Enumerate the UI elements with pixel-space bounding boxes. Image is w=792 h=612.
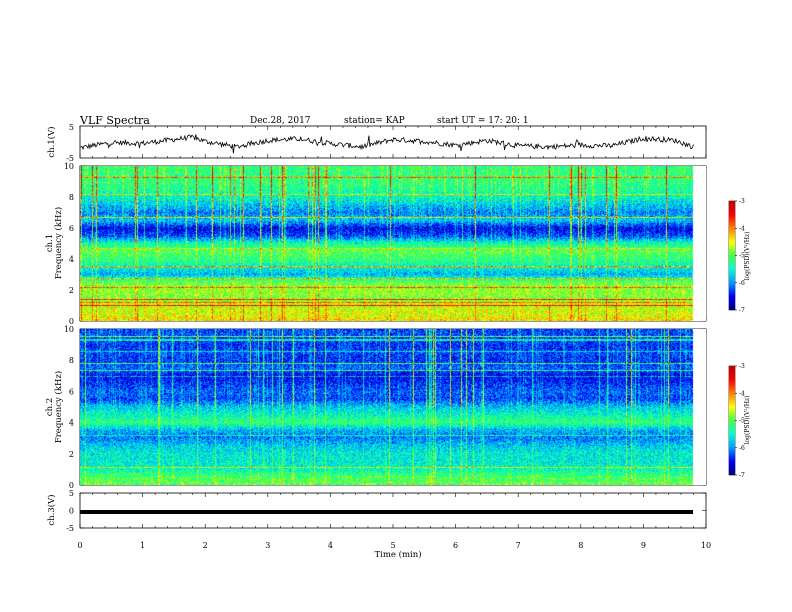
ch1-ylabel: ch.1(V)	[46, 126, 57, 157]
ch1-colorbar-label: log(PSD)(V²/Hz)	[744, 232, 751, 281]
colorbar-tick-label: -4	[739, 390, 745, 397]
ch1-spec-ylabel-freq: Frequency (kHz)	[53, 207, 64, 279]
freq-y-tick-label: 6	[69, 387, 74, 396]
freq-y-tick-label: 10	[64, 325, 74, 334]
freq-y-tick-label: 8	[69, 193, 74, 202]
start-time-label: start UT = 17: 20: 1	[437, 116, 529, 126]
freq-y-tick-label: 2	[69, 450, 74, 459]
ch3-y-tick-label: 0	[69, 507, 74, 516]
ch2-colorbar-label: log(PSD)(V²/Hz)	[744, 396, 751, 445]
ch3-y-tick-label: -5	[66, 524, 74, 533]
freq-y-tick-label: 8	[69, 356, 74, 365]
ch3-y-tick-label: 5	[69, 489, 74, 498]
colorbar-tick-label: -5	[739, 253, 745, 260]
x-tick-label: 3	[265, 541, 270, 550]
x-tick-label: 0	[77, 541, 82, 550]
colorbar-tick-label: -6	[739, 445, 745, 452]
colorbar-tick-label: -3	[739, 363, 745, 370]
freq-y-tick-label: 0	[69, 481, 74, 490]
ch2-spec-ylabel-channel: ch.2	[45, 398, 55, 416]
x-tick-label: 2	[203, 541, 208, 550]
x-tick-label: 6	[453, 541, 458, 550]
ch2-spec-ylabel-freq: Frequency (kHz)	[53, 371, 64, 443]
ch3-ylabel: ch.3(V)	[46, 494, 57, 525]
ch1-colorbar	[729, 201, 735, 310]
station-label: station= KAP	[344, 116, 405, 126]
x-tick-label: 9	[641, 541, 646, 550]
freq-y-tick-label: 0	[69, 317, 74, 326]
chart-title: VLF Spectra	[79, 114, 150, 127]
freq-y-tick-label: 4	[69, 419, 74, 428]
colorbar-tick-label: -5	[739, 418, 745, 425]
x-tick-label: 1	[140, 541, 145, 550]
freq-y-tick-label: 2	[69, 286, 74, 295]
freq-y-tick-label: 10	[64, 162, 74, 171]
ch1-waveform-line	[79, 134, 694, 154]
ch2-colorbar	[729, 366, 735, 475]
colorbar-tick-label: -4	[739, 225, 745, 232]
x-tick-label: 5	[390, 541, 395, 550]
ch1-y-tick-label: -5	[66, 154, 74, 163]
ch1-spectrogram-heatmap	[80, 166, 706, 321]
freq-y-tick-label: 6	[69, 224, 74, 233]
ch2-spectrogram-heatmap	[80, 329, 706, 485]
freq-y-tick-label: 4	[69, 255, 74, 264]
x-tick-label: 10	[701, 541, 711, 550]
date-label: Dec.28, 2017	[250, 116, 311, 126]
colorbar-tick-label: -3	[739, 198, 745, 205]
ch1-spec-ylabel-channel: ch.1	[45, 234, 55, 252]
colorbar-tick-label: -7	[739, 307, 745, 314]
colorbar-tick-label: -6	[739, 280, 745, 287]
ch1-y-tick-label: 5	[69, 123, 74, 132]
x-tick-label: 4	[328, 541, 333, 550]
x-axis-label: Time (min)	[374, 549, 421, 560]
x-tick-label: 8	[578, 541, 583, 550]
x-tick-label: 7	[516, 541, 521, 550]
colorbar-tick-label: -7	[739, 472, 745, 479]
